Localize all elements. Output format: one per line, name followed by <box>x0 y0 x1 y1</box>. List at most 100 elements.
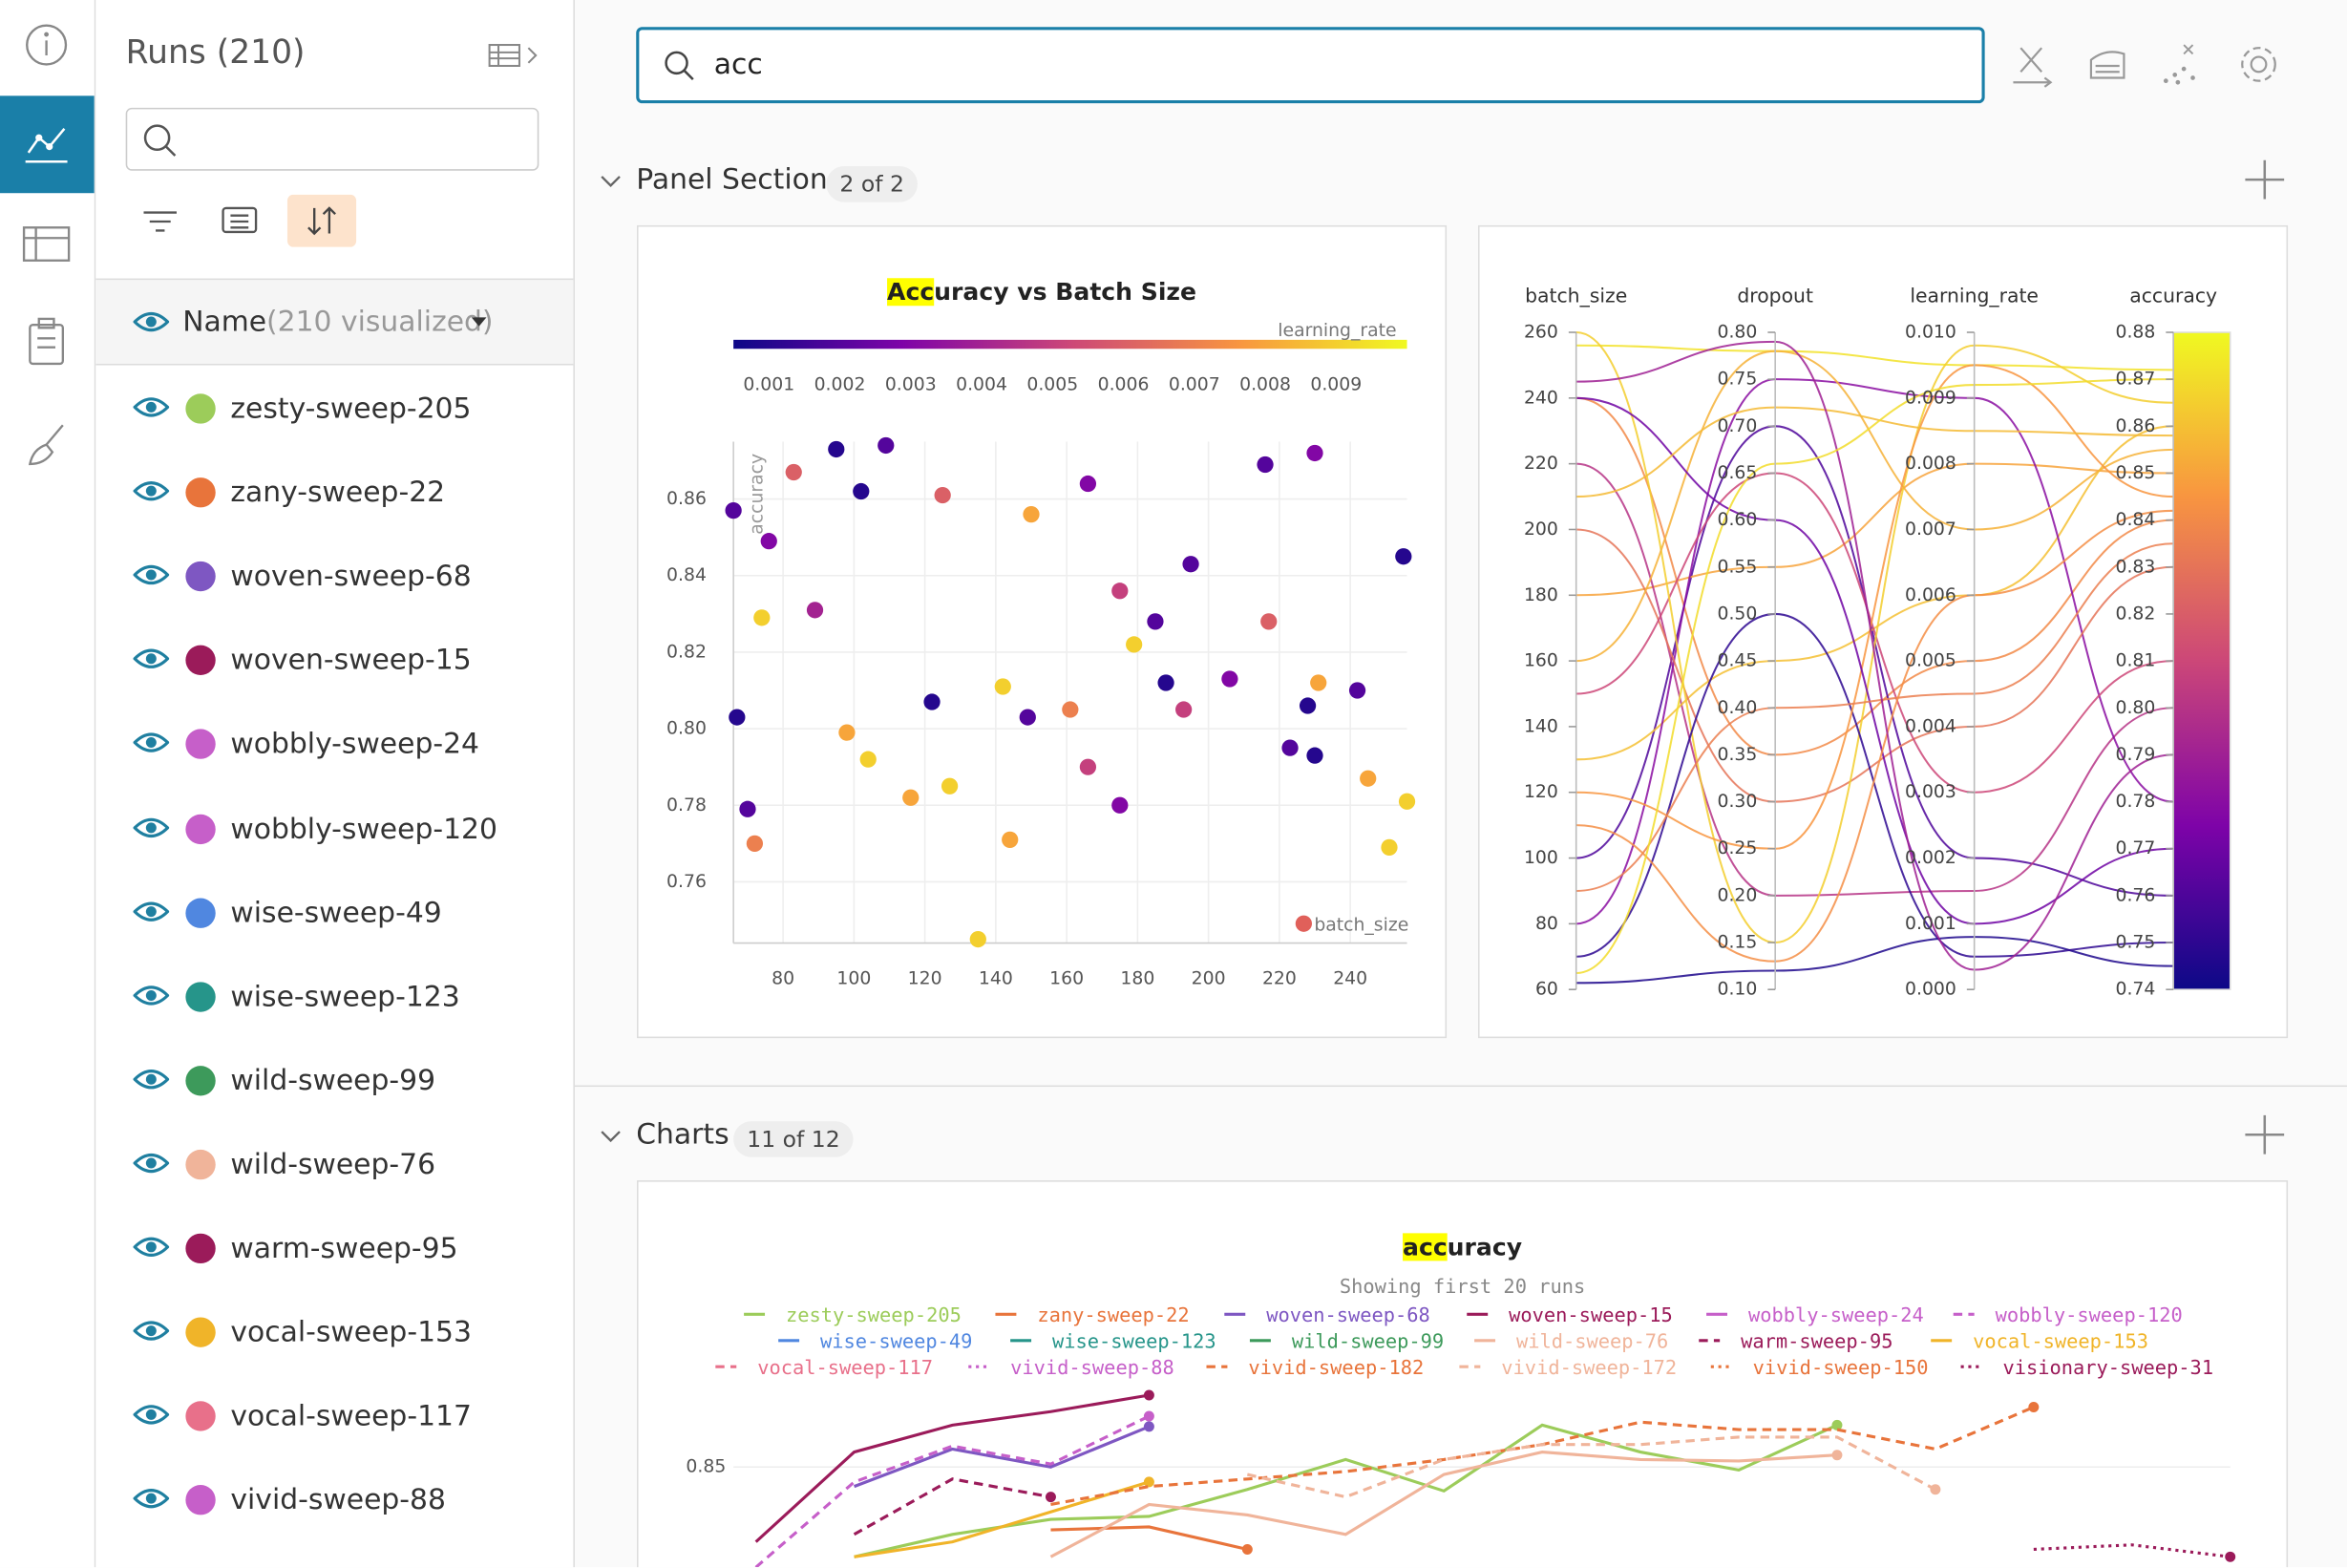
run-color[interactable] <box>185 1485 216 1515</box>
outliers-button[interactable] <box>2163 44 2195 85</box>
search-query[interactable]: acc <box>713 48 763 81</box>
dimension-label: accuracy <box>2129 284 2217 307</box>
run-row[interactable]: wild-sweep-76 <box>95 1134 573 1195</box>
run-name[interactable]: zany-sweep-22 <box>230 476 446 510</box>
run-row[interactable]: zany-sweep-22 <box>95 463 573 523</box>
tick-label: 0.76 <box>2115 885 2155 905</box>
eye-icon[interactable] <box>133 1151 170 1175</box>
smoothing-button[interactable] <box>2089 51 2125 79</box>
colorbar-tick-label: 0.006 <box>1098 374 1150 394</box>
run-color[interactable] <box>185 1317 216 1347</box>
eye-icon[interactable] <box>133 309 170 333</box>
run-name[interactable]: wise-sweep-49 <box>230 896 442 929</box>
add-panel[interactable] <box>2244 159 2286 201</box>
point <box>1111 583 1129 600</box>
run-color[interactable] <box>185 897 216 928</box>
run-name[interactable]: wobbly-sweep-120 <box>230 812 497 845</box>
run-name[interactable]: wise-sweep-123 <box>230 980 460 1013</box>
run-color[interactable] <box>185 730 216 760</box>
x-axis-button[interactable] <box>2013 47 2053 88</box>
run-name[interactable]: vocal-sweep-117 <box>230 1399 472 1433</box>
run-row[interactable]: wise-sweep-123 <box>95 966 573 1027</box>
run-color[interactable] <box>185 477 216 508</box>
run-color[interactable] <box>185 393 216 424</box>
run-row[interactable]: vivid-sweep-88 <box>95 1471 573 1531</box>
collapse-chevron[interactable] <box>601 1129 622 1144</box>
run-row[interactable]: zesty-sweep-205 <box>95 379 573 439</box>
run-color[interactable] <box>185 1065 216 1096</box>
run-name[interactable]: wild-sweep-76 <box>230 1148 436 1181</box>
eye-icon[interactable] <box>133 816 170 839</box>
run-color[interactable] <box>185 1149 216 1180</box>
run-name[interactable]: woven-sweep-15 <box>230 644 472 678</box>
run-row[interactable]: vocal-sweep-153 <box>95 1303 573 1363</box>
eye-icon[interactable] <box>133 1319 170 1343</box>
run-name[interactable]: vivid-sweep-88 <box>230 1483 446 1517</box>
report-icon[interactable] <box>29 317 65 366</box>
run-name[interactable]: vocal-sweep-153 <box>230 1316 472 1349</box>
name-column[interactable]: Name <box>182 305 267 339</box>
legend-label: vivid-sweep-172 <box>1501 1356 1677 1379</box>
run-row[interactable]: woven-sweep-15 <box>95 630 573 690</box>
point <box>729 709 746 726</box>
run-row[interactable]: woven-sweep-68 <box>95 546 573 606</box>
eye-icon[interactable] <box>133 395 170 419</box>
filter-button[interactable] <box>143 211 177 232</box>
legend-label: wise-sweep-49 <box>820 1329 972 1352</box>
eye-icon[interactable] <box>133 1487 170 1511</box>
runs-search[interactable] <box>125 107 539 171</box>
run-color[interactable] <box>185 981 216 1012</box>
run-row[interactable]: wild-sweep-99 <box>95 1050 573 1111</box>
panel-search[interactable]: acc <box>636 27 1985 104</box>
eye-icon[interactable] <box>133 983 170 1006</box>
add-panel[interactable] <box>2244 1113 2286 1155</box>
run-row[interactable]: wise-sweep-49 <box>95 882 573 943</box>
run-color[interactable] <box>185 1401 216 1431</box>
run-tools <box>143 194 357 247</box>
run-row[interactable]: vocal-sweep-117 <box>95 1387 573 1447</box>
parcoords-line <box>1575 509 2174 963</box>
table-icon[interactable] <box>22 226 71 262</box>
parcoords-line <box>1575 330 2174 944</box>
table-toggle[interactable] <box>488 40 541 73</box>
eye-icon[interactable] <box>133 647 170 671</box>
parcoords-line <box>1575 364 2174 850</box>
tick-label: 0.004 <box>1905 716 1956 736</box>
run-color[interactable] <box>185 646 216 676</box>
run-name[interactable]: wild-sweep-99 <box>230 1064 436 1097</box>
tick-label: 240 <box>1524 388 1558 408</box>
charts-icon[interactable] <box>25 128 68 163</box>
caret[interactable] <box>470 316 488 328</box>
series-line <box>854 1425 1150 1489</box>
run-name[interactable]: wobbly-sweep-24 <box>230 728 480 761</box>
tick-label: 0.75 <box>2115 933 2155 953</box>
parcoords-line <box>1575 350 2174 663</box>
run-color[interactable] <box>185 562 216 592</box>
tick-label: 0.70 <box>1718 416 1758 436</box>
run-name[interactable]: woven-sweep-68 <box>230 560 472 594</box>
settings-button[interactable] <box>2241 47 2276 82</box>
legend-label: visionary-sweep-31 <box>2002 1356 2213 1379</box>
run-row[interactable]: wobbly-sweep-120 <box>95 798 573 858</box>
eye-icon[interactable] <box>133 1235 170 1259</box>
eye-icon[interactable] <box>133 1403 170 1427</box>
brush-icon[interactable] <box>28 424 64 466</box>
eye-icon[interactable] <box>133 563 170 587</box>
run-row[interactable]: warm-sweep-95 <box>95 1218 573 1279</box>
eye-icon[interactable] <box>133 479 170 503</box>
run-color[interactable] <box>185 813 216 844</box>
info-icon[interactable] <box>26 24 68 66</box>
group-button[interactable] <box>222 206 258 234</box>
legend-label: wild-sweep-99 <box>1292 1329 1444 1352</box>
eye-icon[interactable] <box>133 731 170 755</box>
run-color[interactable] <box>185 1233 216 1264</box>
run-name[interactable]: warm-sweep-95 <box>230 1232 458 1265</box>
legend-label: zany-sweep-22 <box>1037 1303 1189 1326</box>
eye-icon[interactable] <box>133 1067 170 1091</box>
collapse-chevron[interactable] <box>601 174 622 189</box>
run-row[interactable]: wobbly-sweep-24 <box>95 714 573 774</box>
tick-label: 0.75 <box>1718 370 1758 390</box>
sort-button[interactable] <box>286 194 357 247</box>
eye-icon[interactable] <box>133 899 170 922</box>
run-name[interactable]: zesty-sweep-205 <box>230 392 472 426</box>
